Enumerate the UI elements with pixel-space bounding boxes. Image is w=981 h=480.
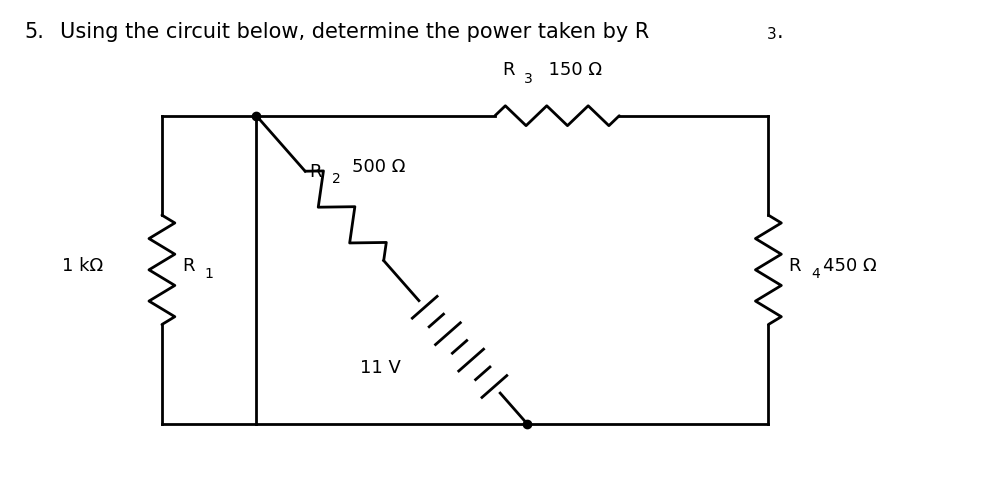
Text: 5.: 5. <box>25 22 44 42</box>
Text: R: R <box>310 163 322 181</box>
Text: 500 Ω: 500 Ω <box>352 158 406 176</box>
Text: 3: 3 <box>766 27 776 42</box>
Text: 2: 2 <box>333 172 341 186</box>
Text: 150 Ω: 150 Ω <box>538 61 602 79</box>
Text: R: R <box>502 61 515 79</box>
Text: 450 Ω: 450 Ω <box>823 256 877 274</box>
Text: R: R <box>789 256 800 274</box>
Text: 11 V: 11 V <box>360 358 401 376</box>
Text: 3: 3 <box>524 72 533 86</box>
Text: 1 kΩ: 1 kΩ <box>63 256 104 274</box>
Text: Using the circuit below, determine the power taken by R: Using the circuit below, determine the p… <box>61 22 649 42</box>
Text: 1: 1 <box>205 266 214 280</box>
Text: 4: 4 <box>811 266 820 280</box>
Text: .: . <box>776 22 783 42</box>
Text: R: R <box>181 256 194 274</box>
